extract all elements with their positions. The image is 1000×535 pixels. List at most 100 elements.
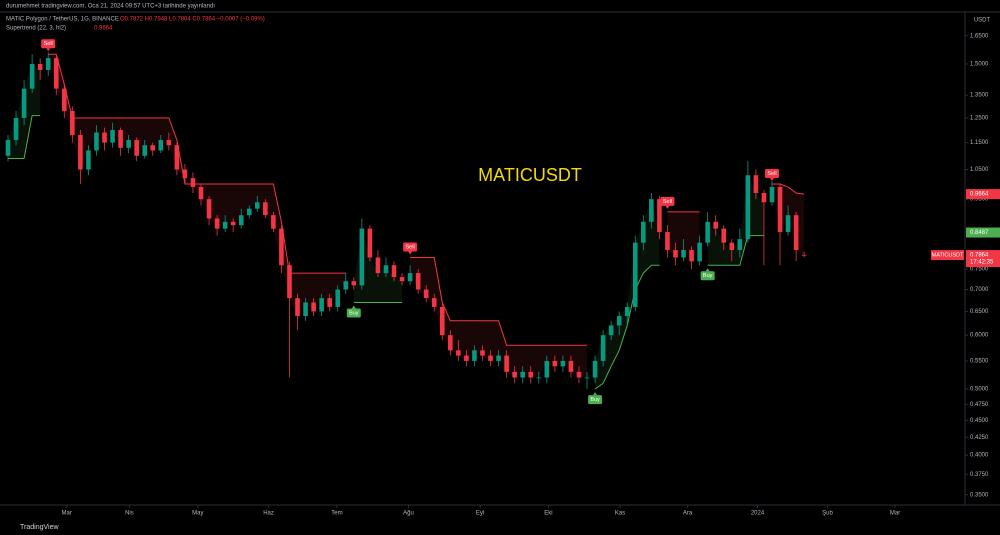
price-label-box: [966, 250, 1000, 268]
y-tick-label: 0.6000: [970, 333, 989, 339]
y-tick-label: 1.6500: [970, 33, 989, 39]
y-tick-label: 0.5500: [970, 358, 989, 364]
candle-body: [528, 371, 534, 378]
candle-body: [713, 221, 718, 229]
candle-body: [689, 250, 694, 262]
candle-body: [94, 132, 99, 151]
candle-body: [464, 355, 469, 361]
symbol-tag: MATICUSDT: [932, 253, 964, 259]
y-tick-label: 1.3500: [970, 93, 989, 99]
candle-body: [616, 316, 622, 326]
candle-body: [110, 130, 115, 143]
candle-body: [271, 215, 276, 229]
currency: USDT: [974, 18, 991, 24]
candle-body: [255, 202, 260, 209]
candle-body: [29, 63, 35, 89]
candle-body: [431, 298, 437, 307]
candle-body: [21, 88, 27, 118]
candle-body: [512, 371, 517, 378]
candle-body: [729, 242, 735, 251]
candle-body: [439, 306, 445, 336]
candle-body: [801, 254, 807, 256]
candle-body: [311, 302, 316, 312]
candle-body: [45, 58, 51, 70]
supertrend-down: [410, 257, 588, 346]
y-tick-label: 0.7000: [970, 287, 989, 293]
x-tick-label: Tem: [331, 511, 342, 517]
y-tick-label: 0.3500: [970, 492, 989, 498]
candle-body: [665, 232, 670, 251]
candle-body: [399, 277, 405, 282]
y-tick-label: 0.5000: [970, 387, 989, 393]
sell-label: Sell: [767, 171, 776, 177]
x-tick-label: Nis: [125, 511, 134, 517]
symbol-line: MATIC Polygon / TetherUS, 1G, BINANCE: [6, 17, 119, 23]
y-tick-label: 0.6500: [970, 309, 989, 315]
sell-label: Sell: [663, 199, 672, 205]
candle-body: [61, 88, 67, 111]
sell-signal: [41, 39, 56, 49]
candle-body: [190, 178, 196, 187]
y-tick-label: 0.4250: [970, 435, 989, 441]
candle-body: [102, 132, 107, 143]
candle-body: [238, 215, 244, 226]
buy-signal: [700, 271, 715, 281]
candle-body: [263, 202, 268, 216]
candle-body: [134, 140, 139, 156]
sell-pointer: [665, 205, 670, 209]
x-tick-label: Şub: [822, 511, 833, 517]
candle-body: [568, 360, 574, 372]
supertrend-up: [8, 115, 41, 159]
buy-pointer: [351, 305, 356, 309]
candle-body: [327, 298, 332, 307]
buy-signal: [588, 395, 603, 405]
candle-body: [649, 199, 654, 222]
candle-body: [552, 360, 558, 367]
candle-body: [600, 335, 606, 361]
candle-body: [785, 215, 791, 233]
candle-body: [287, 265, 292, 299]
supertrend-down: [771, 183, 805, 195]
symbol-tag-box: [931, 250, 964, 261]
y-tick-label: 0.4000: [970, 453, 989, 459]
candle-body: [584, 377, 590, 379]
candle-body: [5, 140, 11, 156]
candle-body: [150, 145, 156, 151]
x-tick-label: Eyl: [476, 511, 484, 517]
x-tick-label: Haz: [263, 511, 274, 517]
candle-body: [343, 281, 349, 290]
candle-body: [632, 242, 638, 307]
candle-body: [536, 377, 542, 379]
candle-body: [488, 355, 493, 361]
candle-body: [70, 110, 75, 135]
x-tick-label: Kas: [615, 511, 625, 517]
candle-body: [222, 221, 228, 229]
sell-pointer: [769, 177, 774, 181]
x-tick-label: Mar: [62, 511, 72, 517]
candle-body: [793, 215, 799, 251]
candle-body: [624, 306, 630, 317]
candle-body: [673, 250, 678, 258]
candle-body: [174, 145, 180, 170]
buy-label: Buy: [590, 397, 600, 403]
sell-pointer: [46, 48, 51, 52]
candle-body: [769, 186, 775, 203]
candle-body: [520, 371, 525, 378]
x-tick-label: 2024: [751, 511, 765, 517]
candle-body: [230, 221, 236, 226]
candle-body: [375, 257, 381, 274]
price-label-box: [966, 189, 1000, 200]
price-label: 0.9664: [970, 192, 989, 198]
candle-body: [86, 150, 91, 170]
supertrend-down: [48, 53, 346, 274]
price-label: 0.7864: [970, 253, 989, 259]
x-tick-label: May: [192, 511, 203, 517]
countdown: 17:42:35: [970, 260, 994, 266]
candle-body: [705, 221, 710, 243]
candle-body: [608, 325, 614, 336]
candle-body: [496, 355, 501, 361]
candle-body: [576, 371, 582, 378]
candle-body: [13, 117, 19, 141]
x-tick-label: Eki: [544, 511, 552, 517]
candle-body: [657, 199, 662, 233]
